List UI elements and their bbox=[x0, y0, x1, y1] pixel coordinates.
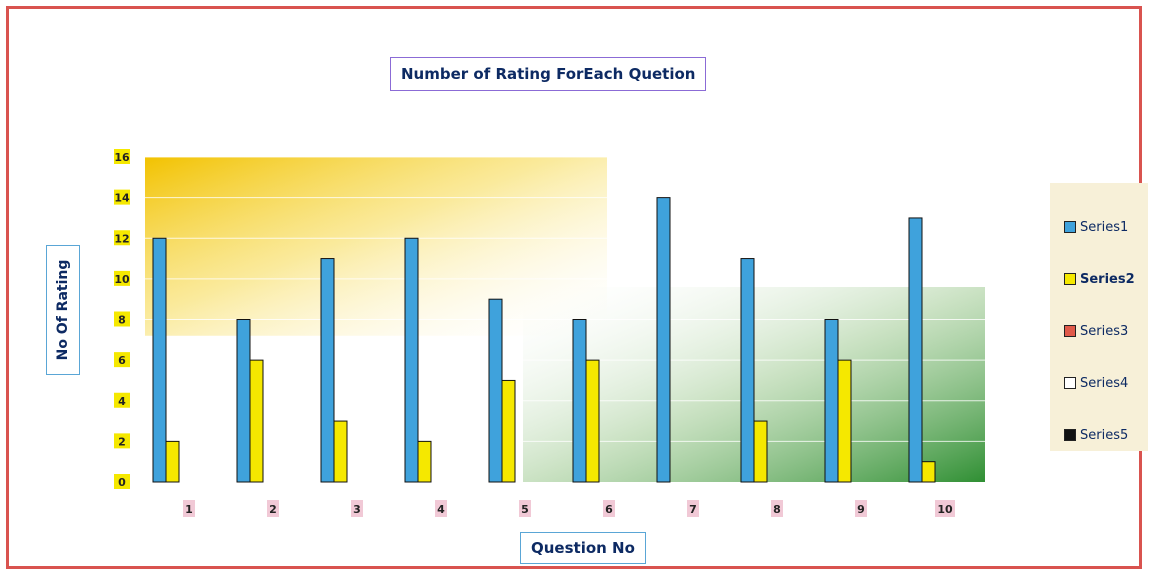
y-tick-highlight bbox=[114, 474, 130, 489]
x-tick-highlight bbox=[267, 500, 279, 517]
y-tick-highlight bbox=[114, 270, 130, 286]
bar-series1-9 bbox=[824, 319, 839, 483]
bar-series1-2 bbox=[236, 319, 251, 483]
x-tick-highlight bbox=[855, 500, 867, 517]
legend-swatch bbox=[1064, 273, 1076, 285]
legend-item-series1: Series1 bbox=[1050, 201, 1148, 253]
y-axis-title-box: No Of Rating bbox=[46, 245, 80, 375]
x-tick-label: 6 bbox=[605, 503, 613, 516]
legend-swatch bbox=[1064, 221, 1076, 233]
y-tick-highlight bbox=[114, 230, 130, 246]
x-tick-label: 8 bbox=[773, 503, 781, 516]
y-tick-highlight bbox=[114, 392, 130, 408]
x-tick-highlight bbox=[183, 500, 195, 517]
bar-series1-4 bbox=[404, 237, 419, 483]
y-tick-label: 16 bbox=[114, 151, 130, 164]
legend-label: Series2 bbox=[1080, 271, 1135, 287]
bar-series1-6 bbox=[572, 319, 587, 483]
y-tick-label: 0 bbox=[118, 476, 126, 489]
bar-series2-6 bbox=[585, 359, 600, 483]
bar-series2-10 bbox=[921, 461, 936, 483]
legend-swatch bbox=[1064, 429, 1076, 441]
y-tick-label: 8 bbox=[118, 314, 126, 327]
bar-series1-8 bbox=[740, 258, 755, 483]
y-tick-label: 14 bbox=[114, 192, 130, 205]
x-tick-highlight bbox=[687, 500, 699, 517]
bar-series1-1 bbox=[152, 237, 167, 483]
x-tick-label: 7 bbox=[689, 503, 697, 516]
x-tick-highlight bbox=[351, 500, 363, 517]
bar-series1-10 bbox=[908, 217, 923, 483]
x-tick-label: 10 bbox=[937, 503, 953, 516]
legend-swatch bbox=[1064, 377, 1076, 389]
x-tick-label: 9 bbox=[857, 503, 865, 516]
x-tick-label: 5 bbox=[521, 503, 529, 516]
x-tick-label: 1 bbox=[185, 503, 193, 516]
bar-series2-8 bbox=[753, 420, 768, 483]
legend-label: Series1 bbox=[1080, 219, 1129, 235]
legend-swatch bbox=[1064, 325, 1076, 337]
bar-series1-3 bbox=[320, 258, 335, 483]
bar-series1-5 bbox=[488, 298, 503, 483]
x-tick-labels: 1 2 3 4 5 6 7 8 9 10 bbox=[183, 500, 955, 517]
x-tick-highlight bbox=[435, 500, 447, 517]
legend-label: Series3 bbox=[1080, 323, 1129, 339]
y-tick-label: 4 bbox=[118, 395, 126, 408]
x-tick-highlight bbox=[519, 500, 531, 517]
y-tick-label: 10 bbox=[114, 273, 130, 286]
bar-series2-5 bbox=[501, 379, 516, 483]
legend-item-series5: Series5 bbox=[1050, 409, 1148, 461]
y-axis-title: No Of Rating bbox=[55, 259, 71, 361]
legend-item-series4: Series4 bbox=[1050, 357, 1148, 409]
legend-label: Series4 bbox=[1080, 375, 1129, 391]
legend-item-series2: Series2 bbox=[1050, 253, 1148, 305]
x-axis-title: Question No bbox=[520, 532, 646, 564]
x-tick-highlight bbox=[771, 500, 783, 517]
y-tick-label: 2 bbox=[118, 435, 126, 448]
bar-series2-2 bbox=[249, 359, 264, 483]
y-tick-highlight bbox=[114, 149, 130, 164]
bar-series1-7 bbox=[656, 197, 671, 483]
legend: Series1 Series2 Series3 Series4 Series5 bbox=[1050, 183, 1148, 451]
x-tick-label: 4 bbox=[437, 503, 445, 516]
y-tick-labels: 0 2 4 6 8 10 12 14 16 bbox=[114, 149, 130, 489]
bars bbox=[152, 197, 936, 483]
bar-series2-3 bbox=[333, 420, 348, 483]
x-tick-label: 2 bbox=[269, 503, 277, 516]
y-tick-label: 6 bbox=[118, 354, 126, 367]
x-tick-label: 3 bbox=[353, 503, 361, 516]
y-tick-highlight bbox=[114, 433, 130, 449]
bar-series2-1 bbox=[165, 440, 180, 483]
bar-series2-9 bbox=[837, 359, 852, 483]
y-tick-highlight bbox=[114, 352, 130, 368]
y-tick-highlight bbox=[114, 311, 130, 327]
bar-series2-4 bbox=[417, 440, 432, 483]
y-tick-highlight bbox=[114, 189, 130, 205]
legend-label: Series5 bbox=[1080, 427, 1129, 443]
y-tick-label: 12 bbox=[114, 232, 129, 245]
legend-item-series3: Series3 bbox=[1050, 305, 1148, 357]
chart-title: Number of Rating ForEach Quetion bbox=[390, 57, 707, 91]
x-tick-highlight bbox=[935, 500, 955, 517]
x-tick-highlight bbox=[603, 500, 615, 517]
